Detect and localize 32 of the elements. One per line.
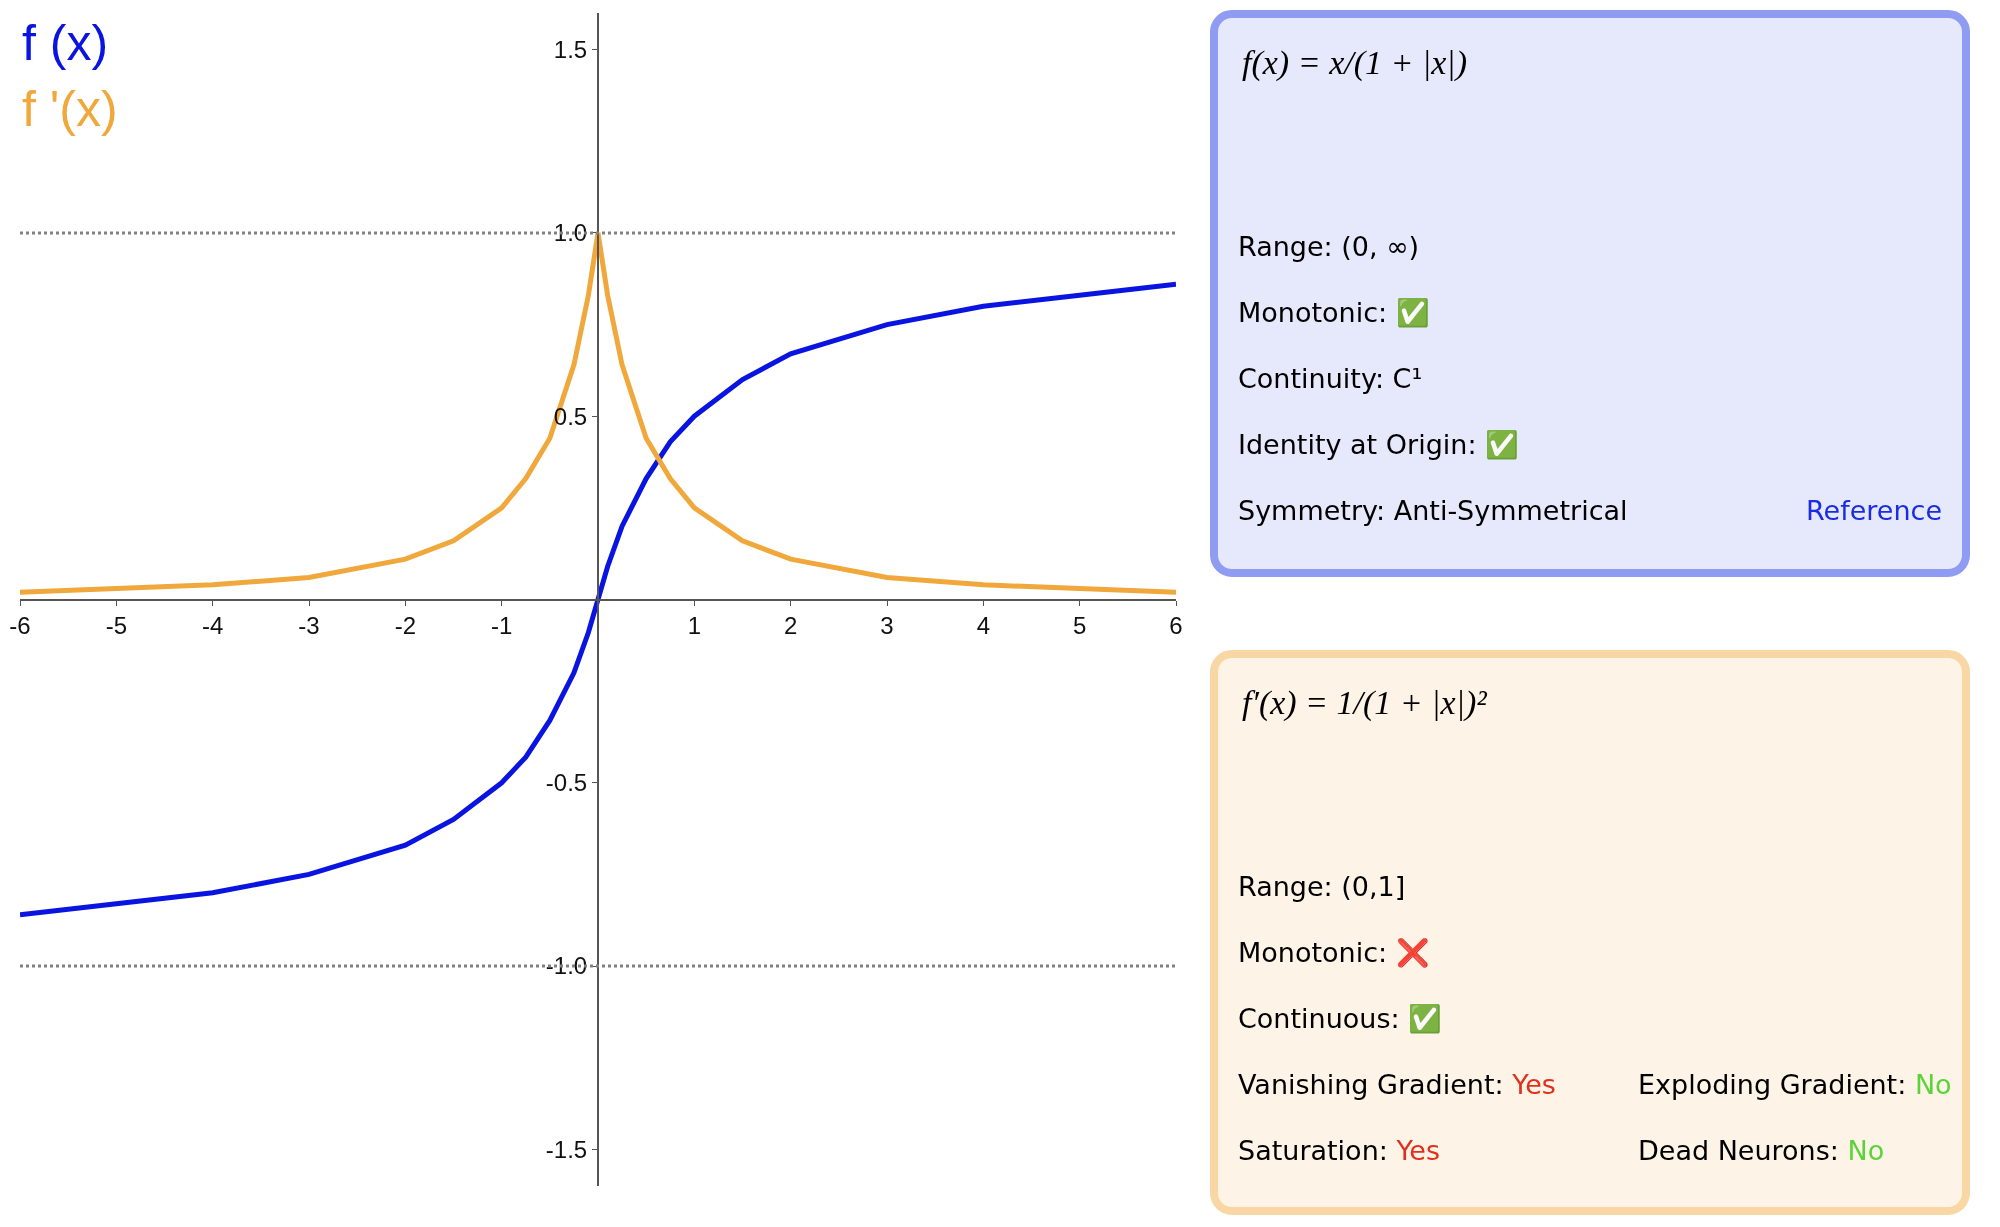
x-tick-label: -6 <box>9 612 31 640</box>
y-tick-label: -0.5 <box>545 769 588 797</box>
text: Range: (0,1] <box>1238 870 1407 904</box>
text: Reference <box>1805 494 1942 528</box>
x-tick-label: 4 <box>976 612 991 640</box>
x-tick-label: 2 <box>783 612 798 640</box>
text: Saturation: Yes <box>1238 1135 1441 1166</box>
x-tick-label: -2 <box>394 612 416 640</box>
text: Vanishing Gradient: Yes <box>1238 1069 1556 1100</box>
text: Continuity: C¹ <box>1238 362 1424 396</box>
x-tick-label: -4 <box>202 612 224 640</box>
text: f (x) <box>22 15 109 71</box>
x-tick-label: 1 <box>687 612 702 640</box>
text: f '(x) <box>22 81 118 137</box>
text: Range: (0, ∞) <box>1238 230 1421 264</box>
text: f(x) = x/(1 + |x|) <box>1242 44 1469 83</box>
text: Monotonic: ✅ <box>1238 297 1430 328</box>
x-tick-label: -5 <box>105 612 127 640</box>
text: Dead Neurons: No <box>1638 1135 1885 1166</box>
x-tick-label: 6 <box>1169 612 1183 640</box>
text: Symmetry: Anti-Symmetrical <box>1238 494 1629 528</box>
x-tick-label: -1 <box>491 612 513 640</box>
text: Continuous: ✅ <box>1238 1003 1443 1034</box>
text: f′(x) = 1/(1 + |x|)² <box>1242 684 1488 723</box>
text: Identity at Origin: ✅ <box>1238 429 1520 460</box>
text: Exploding Gradient: No <box>1638 1069 1952 1100</box>
text: Monotonic: ❌ <box>1238 937 1430 968</box>
y-tick-label: 1.5 <box>553 36 588 64</box>
y-tick-label: -1.5 <box>545 1135 588 1163</box>
x-tick-label: 5 <box>1072 612 1087 640</box>
x-tick-label: 3 <box>880 612 894 640</box>
x-tick-label: -3 <box>298 612 320 640</box>
